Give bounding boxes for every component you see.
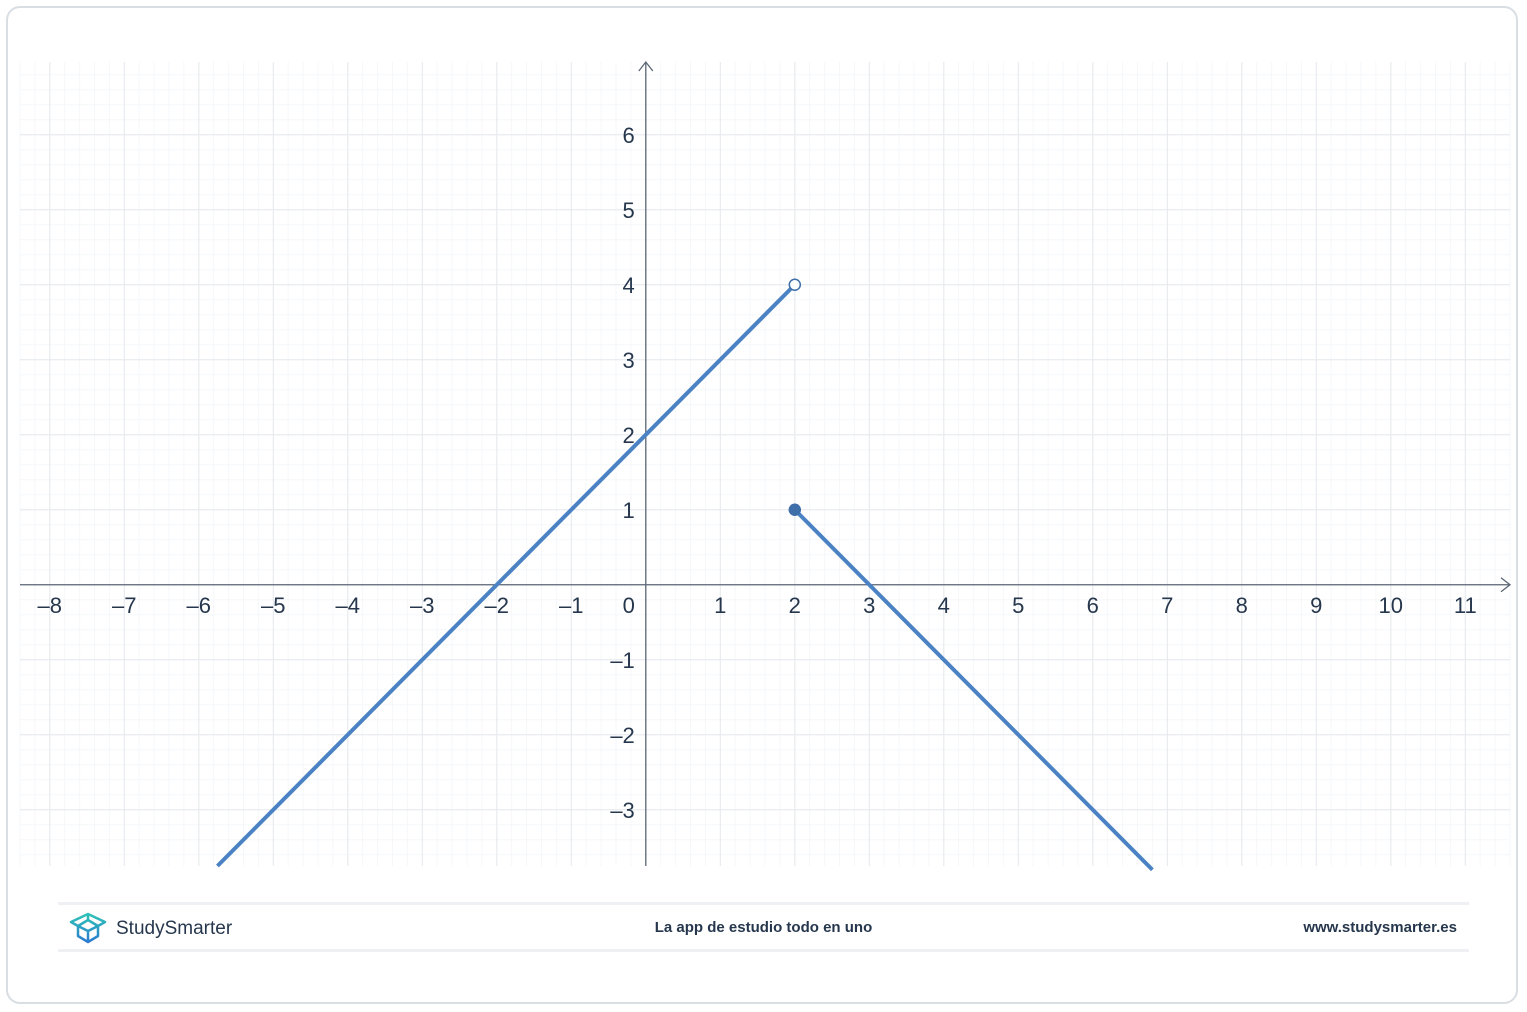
x-tick-label: 10 — [1379, 593, 1403, 618]
brand-name: StudySmarter — [116, 918, 233, 939]
x-tick-label: 11 — [1454, 593, 1477, 618]
x-tick-label: 9 — [1310, 593, 1322, 618]
x-tick-label: –3 — [410, 593, 434, 618]
series-line-2 — [793, 508, 1154, 872]
studysmarter-logo-icon — [69, 912, 107, 944]
footer: StudySmarter La app de estudio todo en u… — [58, 902, 1469, 952]
closed-endpoint — [788, 503, 802, 516]
x-tick-label: 4 — [938, 593, 950, 618]
series-line-1 — [216, 283, 797, 868]
x-axis-arrow-icon — [1500, 577, 1512, 593]
x-tick-label: 3 — [863, 593, 875, 618]
y-tick-label: 4 — [623, 273, 635, 298]
x-tick-label: 1 — [714, 593, 726, 618]
x-tick-label: 7 — [1161, 593, 1173, 618]
tagline: La app de estudio todo en uno — [654, 919, 873, 936]
brand: StudySmarter — [68, 912, 232, 946]
y-tick-label: 2 — [623, 423, 635, 448]
x-tick-label: –2 — [485, 593, 509, 618]
x-tick-label: –4 — [336, 593, 360, 618]
y-tick-label: –1 — [610, 648, 634, 673]
x-tick-label: 0 — [623, 593, 635, 618]
x-tick-label: 6 — [1087, 593, 1099, 618]
open-endpoint — [788, 278, 802, 291]
x-tick-label: 8 — [1236, 593, 1248, 618]
y-tick-label: 5 — [623, 198, 635, 223]
y-tick-label: –2 — [610, 723, 634, 748]
y-tick-label: 3 — [623, 348, 635, 373]
x-tick-label: 5 — [1012, 593, 1024, 618]
x-tick-label: –5 — [261, 593, 285, 618]
website-url[interactable]: www.studysmarter.es — [1303, 919, 1457, 936]
x-tick-label: –7 — [112, 593, 136, 618]
y-axis-arrow-icon — [638, 60, 654, 72]
y-tick-label: 6 — [623, 123, 635, 148]
x-tick-label: 2 — [789, 593, 801, 618]
x-tick-label: –8 — [38, 593, 62, 618]
y-tick-label: –3 — [610, 798, 634, 823]
x-tick-label: –1 — [559, 593, 583, 618]
y-tick-label: 1 — [623, 498, 635, 523]
x-tick-label: –6 — [187, 593, 211, 618]
